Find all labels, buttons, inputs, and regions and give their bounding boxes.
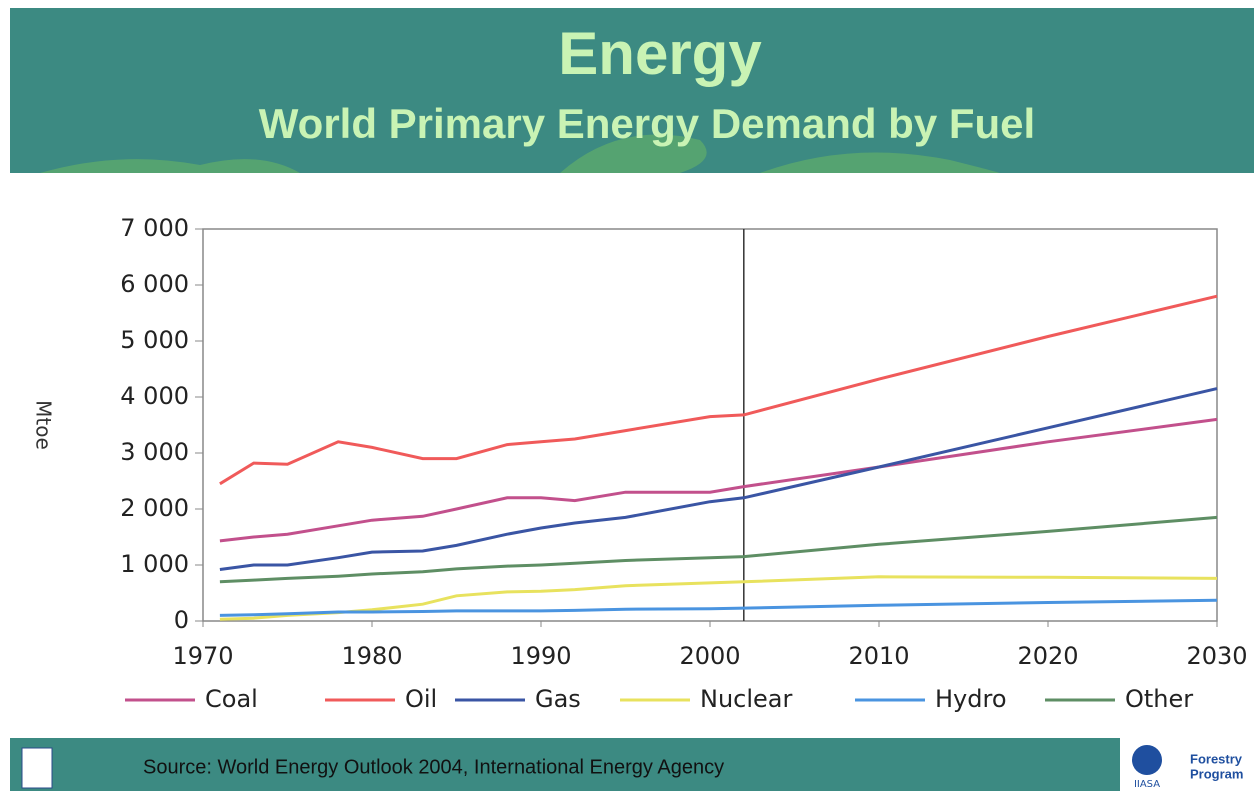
legend-label: Gas <box>535 685 581 713</box>
y-tick-label: 6 000 <box>120 270 189 298</box>
title: Energy <box>558 20 762 87</box>
y-tick-label: 2 000 <box>120 494 189 522</box>
x-tick-label: 2010 <box>848 642 909 670</box>
y-tick-label: 1 000 <box>120 550 189 578</box>
y-tick-label: 5 000 <box>120 326 189 354</box>
subtitle: World Primary Energy Demand by Fuel <box>259 100 1035 147</box>
series-line <box>220 296 1217 484</box>
program-text: Program <box>1190 766 1243 781</box>
series-line <box>220 419 1217 541</box>
series-line <box>220 517 1217 581</box>
legend-label: Coal <box>205 685 258 713</box>
y-tick-label: 3 000 <box>120 438 189 466</box>
x-tick-label: 1980 <box>341 642 402 670</box>
x-tick-label: 1990 <box>510 642 571 670</box>
slide: Energy World Primary Energy Demand by Fu… <box>0 0 1254 791</box>
legend-label: Oil <box>405 685 437 713</box>
iiasa-logo <box>1132 745 1162 775</box>
legend-label: Nuclear <box>700 685 793 713</box>
x-tick-label: 1970 <box>172 642 233 670</box>
y-tick-label: 7 000 <box>120 214 189 242</box>
iiasa-text: IIASA <box>1134 779 1160 790</box>
legend-label: Hydro <box>935 685 1007 713</box>
x-tick-label: 2020 <box>1017 642 1078 670</box>
legend-label: Other <box>1125 685 1193 713</box>
x-tick-label: 2030 <box>1186 642 1247 670</box>
left-logo <box>22 748 52 788</box>
x-tick-label: 2000 <box>679 642 740 670</box>
forestry-text: Forestry <box>1190 751 1243 766</box>
source: Source: World Energy Outlook 2004, Inter… <box>143 756 724 778</box>
series-line <box>220 600 1217 615</box>
y-axis-label: Mtoe <box>32 400 56 450</box>
y-tick-label: 0 <box>174 606 189 634</box>
y-tick-label: 4 000 <box>120 382 189 410</box>
